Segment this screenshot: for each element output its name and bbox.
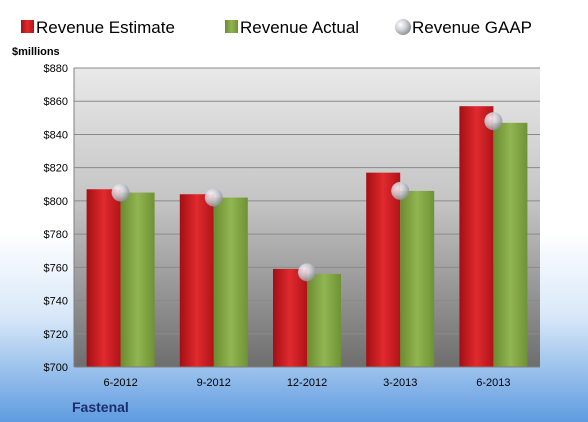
legend-swatch (225, 20, 238, 33)
y-tick-label: $820 (44, 163, 68, 175)
y-tick-label: $740 (44, 296, 68, 308)
y-axis-unit-label: $millions (12, 46, 60, 58)
bar-revenue-actual (400, 190, 435, 367)
bar-revenue-estimate (273, 268, 307, 367)
legend-swatch (395, 19, 411, 35)
bar-revenue-actual (493, 122, 528, 367)
x-tick-label: 6-2013 (476, 377, 510, 389)
plot-area: $700 $720 $740 $760 $780 $800 $820 $840 $860 $880… (44, 63, 540, 389)
y-tick-label: $720 (44, 329, 68, 341)
x-tick-label: 6-2012 (103, 377, 137, 389)
y-tick-label: $840 (44, 129, 68, 141)
y-tick-label: $760 (44, 262, 68, 274)
bar-revenue-actual (307, 273, 341, 367)
bar-revenue-estimate (86, 189, 121, 367)
marker-revenue-gaap (111, 183, 130, 202)
bar-revenue-actual (213, 197, 248, 367)
bar-revenue-estimate (366, 172, 401, 367)
x-tick-label: 3-2013 (383, 377, 417, 389)
marker-revenue-gaap (484, 112, 503, 131)
y-tick-label: $780 (44, 229, 68, 241)
x-tick-label: 12-2012 (287, 377, 327, 389)
legend-swatch (21, 20, 34, 33)
marker-revenue-gaap (204, 188, 223, 207)
bar-revenue-estimate (459, 106, 494, 367)
legend-label: Revenue GAAP (412, 18, 532, 37)
y-tick-label: $800 (44, 196, 68, 208)
y-tick-label: $880 (44, 63, 68, 75)
marker-revenue-gaap (391, 181, 410, 200)
company-name: Fastenal (72, 399, 129, 415)
bar-revenue-actual (120, 192, 155, 367)
legend: Revenue Estimate Revenue Actual Revenue GA… (21, 18, 532, 37)
bar-revenue-estimate (179, 194, 214, 367)
marker-revenue-gaap (298, 263, 316, 282)
legend-label: Revenue Estimate (36, 18, 175, 37)
legend-label: Revenue Actual (240, 18, 359, 37)
y-tick-label: $700 (44, 362, 68, 374)
y-tick-label: $860 (44, 96, 68, 108)
x-tick-label: 9-2012 (197, 377, 231, 389)
